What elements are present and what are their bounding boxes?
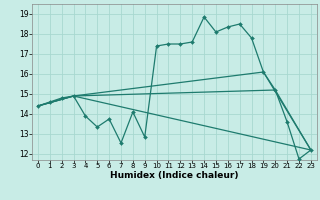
X-axis label: Humidex (Indice chaleur): Humidex (Indice chaleur) xyxy=(110,171,239,180)
